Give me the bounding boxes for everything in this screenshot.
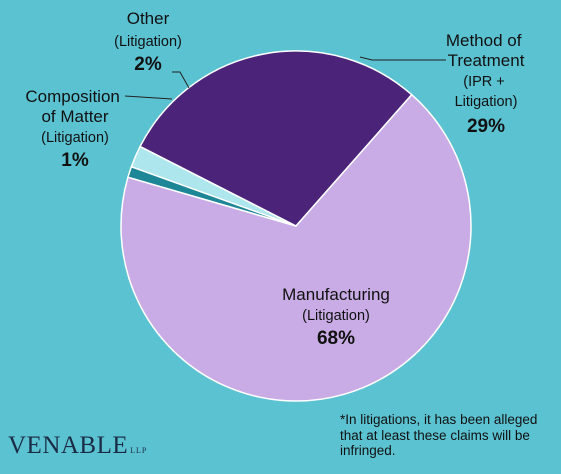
leader-line-method-of-treatment: [359, 56, 446, 61]
pie-slice-other: [130, 145, 297, 227]
pie-slices: [120, 50, 472, 402]
label-composition-of-matter: Composition of Matter: [25, 87, 124, 126]
percent-composition-of-matter: 1%: [61, 150, 89, 171]
venable-logo: VENABLE LLP: [8, 432, 147, 460]
label-manufacturing-sub: (Litigation): [302, 308, 370, 324]
percent-method-of-treatment: 29%: [467, 116, 505, 137]
pie-slice-manufacturing: [120, 93, 472, 402]
label-other: Other: [127, 9, 170, 28]
logo-wordmark: VENABLE: [8, 432, 129, 459]
logo-suffix: LLP: [130, 446, 148, 455]
footnote: *In litigations, it has been alleged tha…: [340, 412, 538, 458]
label-method-of-treatment-sub: (IPR + Litigation): [455, 74, 518, 110]
label-manufacturing: Manufacturing: [282, 285, 390, 304]
pie-slice-method-of-treatment: [139, 50, 413, 227]
percent-other: 2%: [134, 54, 162, 75]
label-method-of-treatment: Method of Treatment: [446, 31, 526, 70]
label-other-sub: (Litigation): [114, 34, 182, 50]
leader-line-composition-of-matter: [124, 95, 173, 100]
label-composition-of-matter-sub: (Litigation): [41, 130, 109, 146]
percent-manufacturing: 68%: [317, 328, 355, 349]
leader-lines: [124, 56, 446, 100]
leader-line-other: [172, 71, 190, 89]
